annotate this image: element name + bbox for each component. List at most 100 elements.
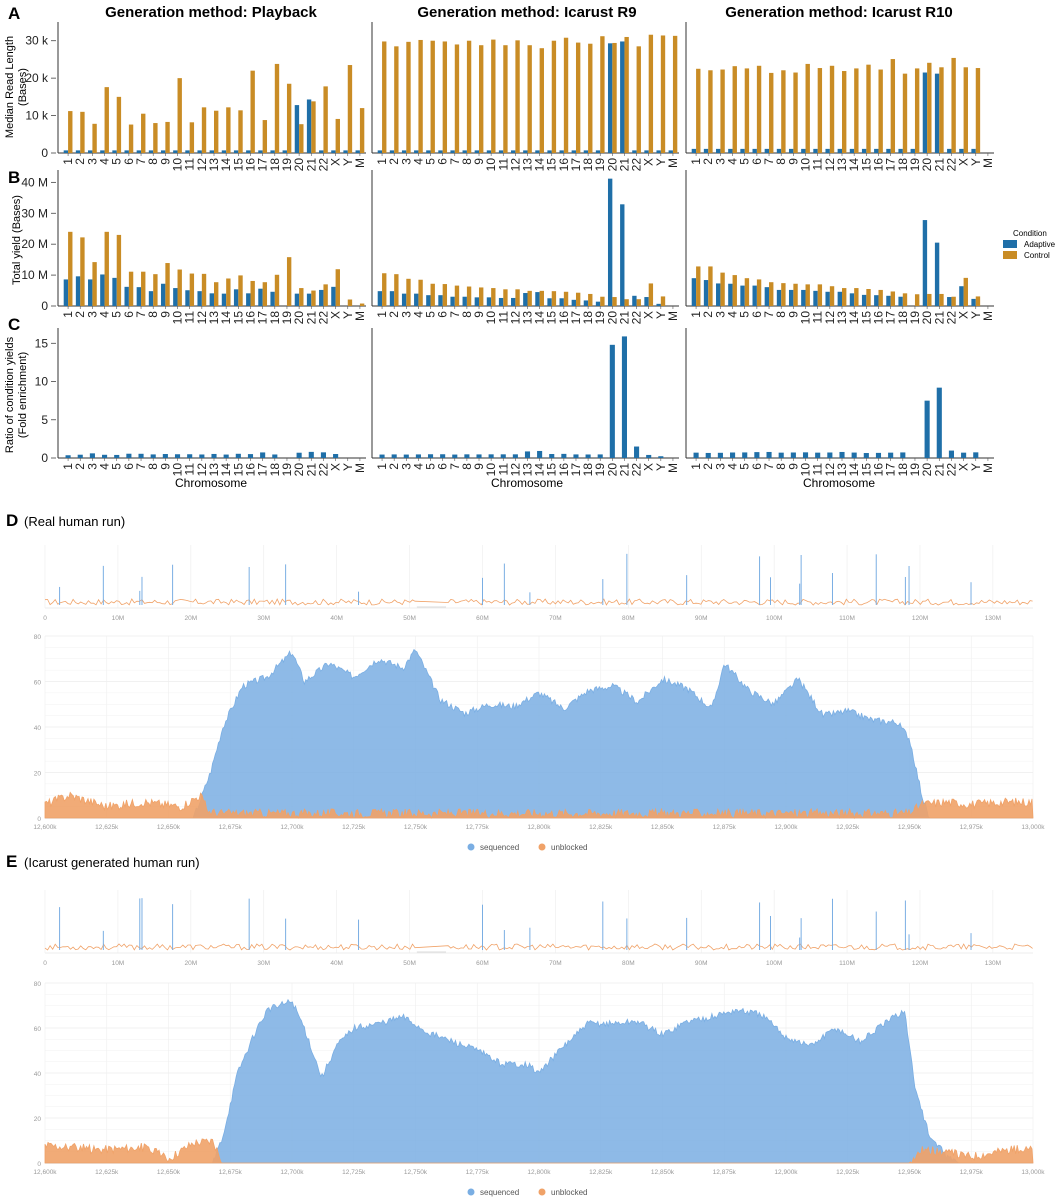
bar-adaptive bbox=[776, 289, 782, 306]
bar-adaptive bbox=[320, 452, 326, 458]
bar-control bbox=[588, 43, 593, 153]
overview-tick-label: 20M bbox=[185, 615, 198, 622]
bar-control bbox=[975, 68, 981, 153]
x-tick-label: 8 bbox=[460, 311, 474, 318]
bar-control bbox=[141, 271, 146, 306]
x-tick-label: 5 bbox=[424, 463, 438, 470]
bar-control bbox=[563, 291, 569, 306]
x-tick-label: 7 bbox=[134, 463, 148, 470]
bar-adaptive bbox=[922, 72, 928, 153]
bar-adaptive bbox=[377, 150, 383, 153]
bar-control bbox=[648, 34, 654, 154]
x-title-icarust-r9: Chromosome bbox=[491, 476, 563, 490]
bar-control bbox=[672, 35, 678, 153]
bar-adaptive bbox=[308, 451, 314, 458]
bar-control bbox=[939, 293, 944, 306]
track-real-human-run: 0 10M 20M 30M 40M 50M 60M 70M 80M 90M 100M 110M 120M… bbox=[33, 545, 1045, 831]
bar-adaptive bbox=[728, 148, 733, 153]
bar-adaptive bbox=[658, 456, 664, 458]
x-tick-label: 12,725k bbox=[342, 1169, 366, 1176]
bar-adaptive bbox=[258, 150, 263, 153]
x-tick-label: 21 bbox=[618, 158, 632, 172]
bar-adaptive bbox=[112, 277, 117, 306]
bar-adaptive bbox=[185, 290, 190, 306]
bar-adaptive bbox=[523, 293, 528, 306]
bar-adaptive bbox=[656, 150, 661, 153]
x-tick-label: 6 bbox=[436, 311, 450, 318]
x-tick-label: 3 bbox=[713, 311, 727, 318]
x-tick-label: 16 bbox=[557, 158, 571, 172]
bar-panels: 010 k20 k30 k123456789101112131415161718… bbox=[21, 22, 995, 476]
x-tick-label: 15 bbox=[231, 158, 245, 172]
x-tick-label: X bbox=[329, 463, 343, 471]
bar-adaptive bbox=[875, 452, 882, 458]
bar-adaptive bbox=[583, 300, 589, 306]
bar-control bbox=[914, 294, 920, 306]
x-tick-label: M bbox=[981, 311, 995, 321]
x-tick-label: 9 bbox=[786, 158, 800, 165]
x-tick-label: 15 bbox=[859, 311, 873, 325]
bar-control bbox=[951, 57, 956, 153]
bar-adaptive bbox=[849, 293, 855, 306]
bar-adaptive bbox=[595, 301, 601, 306]
bar-control bbox=[68, 111, 73, 153]
y-tick-label: 20 bbox=[34, 1116, 42, 1123]
bar-control bbox=[394, 274, 399, 306]
bar-control bbox=[442, 284, 448, 306]
bar-control bbox=[226, 278, 231, 306]
bar-adaptive bbox=[114, 454, 120, 458]
bar-adaptive bbox=[282, 150, 287, 153]
bar-control bbox=[866, 64, 871, 153]
bar-control bbox=[359, 108, 365, 153]
bar-control bbox=[226, 107, 231, 153]
bar-adaptive bbox=[511, 150, 516, 153]
bar-adaptive bbox=[221, 150, 227, 153]
x-tick-label: 1 bbox=[375, 158, 389, 165]
x-tick-label: 9 bbox=[786, 311, 800, 318]
y-tick-label: 80 bbox=[34, 634, 42, 641]
bar-control bbox=[515, 40, 520, 154]
x-tick-label: 17 bbox=[884, 158, 898, 172]
track-legend-d: sequenced unblocked bbox=[467, 843, 587, 852]
legend-title: Condition bbox=[1013, 229, 1047, 238]
bar-control bbox=[299, 124, 304, 153]
x-tick-label: 12,925k bbox=[836, 1169, 860, 1176]
overview-unblocked-line bbox=[44, 598, 1033, 606]
facet-title-playback: Generation method: Playback bbox=[105, 4, 317, 21]
x-tick-label: 1 bbox=[375, 311, 389, 318]
bar-adaptive bbox=[597, 454, 603, 458]
x-tick-label: 11 bbox=[183, 158, 197, 171]
bar-adaptive bbox=[474, 297, 480, 306]
x-tick-label: 12,600k bbox=[33, 1169, 57, 1176]
x-tick-label: Y bbox=[341, 463, 355, 471]
x-tick-label: 7 bbox=[762, 158, 776, 165]
bar-control bbox=[80, 237, 85, 306]
bar-adaptive bbox=[100, 274, 105, 306]
bar-adaptive bbox=[462, 296, 467, 306]
legend-dot-unblocked-e bbox=[538, 1188, 546, 1196]
x-tick-label: 12,675k bbox=[219, 824, 243, 831]
bar-adaptive bbox=[102, 454, 108, 458]
bar-control bbox=[551, 291, 557, 306]
x-tick-label: 12,950k bbox=[898, 1169, 922, 1176]
panel-letter-d: D bbox=[6, 511, 18, 530]
x-tick-label: 11 bbox=[496, 463, 510, 476]
bar-adaptive bbox=[790, 452, 796, 458]
x-tick-label: 6 bbox=[122, 311, 136, 318]
area-unblocked bbox=[44, 791, 1034, 820]
x-tick-label: 7 bbox=[762, 311, 776, 318]
bar-adaptive bbox=[900, 452, 906, 458]
x-tick-label: 20 bbox=[292, 158, 306, 172]
x-tick-label: 5 bbox=[738, 463, 752, 470]
x-tick-label: 10 bbox=[484, 463, 498, 477]
x-tick-label: 12,825k bbox=[589, 824, 613, 831]
overview-tick-label: 50M bbox=[403, 960, 416, 967]
x-tick-label: 14 bbox=[847, 463, 861, 477]
bar-adaptive bbox=[126, 453, 132, 458]
x-tick-label: 8 bbox=[774, 311, 788, 318]
x-tick-label: 2 bbox=[387, 158, 401, 165]
bar-adaptive bbox=[401, 150, 407, 153]
bar-adaptive bbox=[427, 454, 434, 458]
x-tick-label: 5 bbox=[110, 158, 124, 165]
bar-control bbox=[491, 39, 496, 154]
